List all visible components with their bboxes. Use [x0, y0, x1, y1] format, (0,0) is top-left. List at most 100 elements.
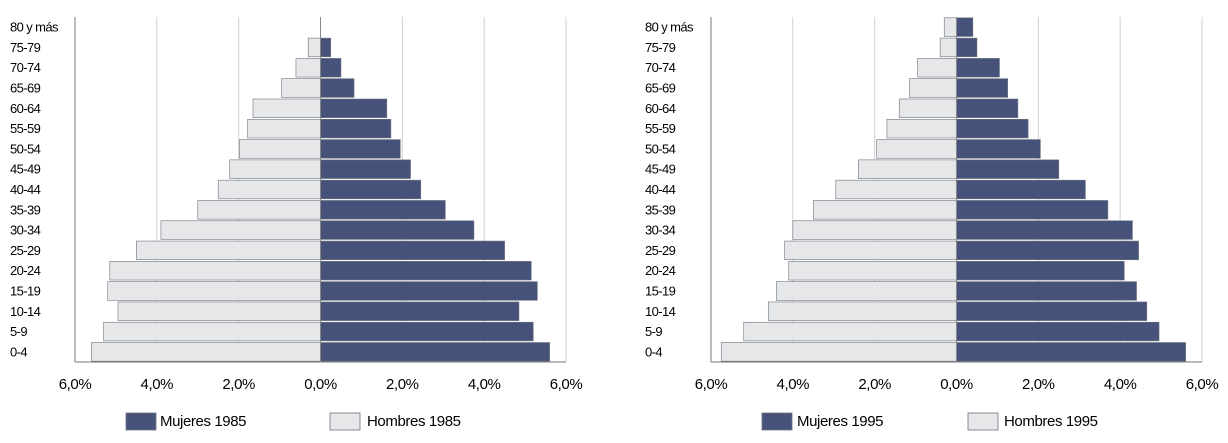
category-label: 0-4: [10, 344, 27, 359]
bar-hombres: [917, 58, 957, 78]
category-label: 70-74: [10, 60, 41, 75]
bar-mujeres: [956, 78, 1008, 98]
legend-label-hombres: Hombres 1985: [367, 413, 461, 430]
bar-mujeres: [320, 240, 505, 261]
category-label: 50-54: [645, 141, 676, 156]
category-label: 45-49: [645, 162, 676, 177]
bar-hombres: [239, 139, 321, 159]
x-tick-label: 6,0%: [1186, 376, 1219, 393]
bar-mujeres: [956, 200, 1109, 220]
bar-hombres: [720, 342, 957, 362]
bar-mujeres: [956, 321, 1160, 342]
legend-swatch-mujeres: [761, 412, 793, 431]
x-tick-label: 0,0%: [304, 376, 337, 393]
bar-mujeres: [956, 301, 1148, 321]
category-label: 15-19: [645, 283, 676, 298]
bar-mujeres: [956, 240, 1139, 261]
category-label: 5-9: [645, 324, 662, 339]
bar-mujeres: [320, 321, 534, 342]
category-label: 35-39: [10, 202, 41, 217]
category-label: 20-24: [645, 263, 676, 278]
bar-mujeres: [320, 281, 538, 301]
bar-hombres: [767, 301, 957, 321]
category-label: 10-14: [10, 304, 41, 319]
bar-mujeres: [320, 261, 532, 281]
bar-mujeres: [320, 159, 411, 179]
bar-hombres: [136, 240, 321, 261]
category-label: 80 y más: [10, 20, 59, 35]
bar-hombres: [247, 118, 321, 139]
bar-mujeres: [956, 342, 1186, 362]
bar-hombres: [229, 159, 321, 179]
category-label: 35-39: [645, 202, 676, 217]
category-label: 45-49: [10, 162, 41, 177]
bar-hombres: [281, 78, 321, 98]
category-label: 80 y más: [645, 20, 694, 35]
category-label: 55-59: [645, 121, 676, 136]
x-tick-label: 2,0%: [222, 376, 255, 393]
bar-mujeres: [320, 200, 446, 220]
category-label: 70-74: [645, 60, 676, 75]
category-label: 0-4: [645, 344, 662, 359]
legend-swatch-hombres: [967, 412, 999, 431]
bar-hombres: [197, 200, 321, 220]
x-tick-label: 6,0%: [59, 376, 92, 393]
category-label: 50-54: [10, 141, 41, 156]
bar-mujeres: [956, 37, 978, 58]
category-label: 25-29: [10, 243, 41, 258]
bar-hombres: [103, 321, 321, 342]
bar-hombres: [217, 179, 321, 200]
x-tick-label: 2,0%: [1022, 376, 1055, 393]
category-label: 40-44: [10, 182, 41, 197]
category-label: 75-79: [645, 40, 676, 55]
legend-swatch-mujeres: [125, 412, 157, 431]
pyramid-chart-1: 0-4 5-9 10-14 15-19 20-24 25-29 30-34 35-39 40-4…: [10, 17, 583, 431]
bar-hombres: [776, 281, 957, 301]
bar-hombres: [160, 220, 321, 240]
bar-hombres: [812, 200, 957, 220]
x-tick-label: 4,0%: [468, 376, 501, 393]
category-label: 20-24: [10, 263, 41, 278]
x-tick-label: 2,0%: [858, 376, 891, 393]
bar-mujeres: [956, 118, 1029, 139]
category-label: 60-64: [645, 101, 676, 116]
category-label: 15-19: [10, 283, 41, 298]
category-label: 5-9: [10, 324, 27, 339]
bar-hombres: [886, 118, 957, 139]
legend-label-hombres: Hombres 1995: [1004, 413, 1098, 430]
category-label: 25-29: [645, 243, 676, 258]
x-tick-label: 6,0%: [550, 376, 583, 393]
bar-mujeres: [956, 17, 974, 37]
legend-label-mujeres: Mujeres 1985: [160, 413, 246, 430]
category-label: 60-64: [10, 101, 41, 116]
bar-mujeres: [320, 118, 392, 139]
bar-mujeres: [320, 301, 520, 321]
bar-hombres: [784, 240, 957, 261]
bar-mujeres: [956, 139, 1041, 159]
bar-mujeres: [956, 220, 1133, 240]
x-tick-label: 4,0%: [1104, 376, 1137, 393]
category-label: 30-34: [645, 223, 676, 238]
bar-mujeres: [320, 139, 401, 159]
bar-hombres: [117, 301, 321, 321]
bar-hombres: [91, 342, 321, 362]
bar-mujeres: [956, 261, 1125, 281]
bar-mujeres: [320, 98, 388, 118]
category-label: 65-69: [645, 81, 676, 96]
bar-hombres: [109, 261, 321, 281]
x-tick-label: 6,0%: [695, 376, 728, 393]
bar-mujeres: [956, 58, 1000, 78]
bar-mujeres: [320, 342, 550, 362]
category-label: 75-79: [10, 40, 41, 55]
bar-mujeres: [320, 58, 342, 78]
bar-mujeres: [956, 159, 1060, 179]
x-tick-label: 4,0%: [141, 376, 174, 393]
bar-hombres: [939, 37, 957, 58]
bar-hombres: [876, 139, 957, 159]
bar-mujeres: [956, 98, 1019, 118]
x-tick-label: 4,0%: [777, 376, 810, 393]
bar-hombres: [252, 98, 321, 118]
bar-hombres: [107, 281, 321, 301]
legend-label-mujeres: Mujeres 1995: [797, 413, 883, 430]
